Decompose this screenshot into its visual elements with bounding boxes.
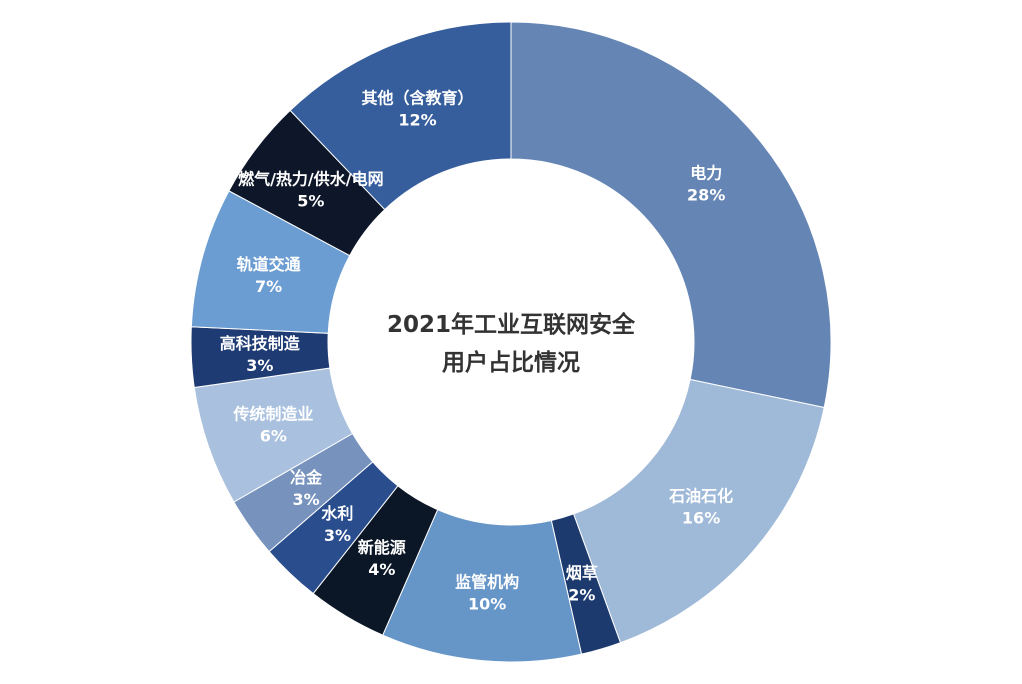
slice-value-label: 7% xyxy=(255,277,282,296)
slice-label-1: 石油石化 16% xyxy=(668,487,733,528)
slice-11 xyxy=(289,21,512,211)
slice-value-label: 12% xyxy=(398,111,436,130)
slice-name-label: 其他（含教育） xyxy=(362,89,474,108)
slice-label-2: 烟草 2% xyxy=(566,563,598,604)
slice-label-6: 冶金 3% xyxy=(290,468,323,509)
center-title: 2021年工业互联网安全 用户占比情况 xyxy=(387,311,636,376)
center-title-line-2: 用户占比情况 xyxy=(442,349,580,376)
center-title-line-1: 2021年工业互联网安全 xyxy=(387,311,636,338)
slice-label-8: 高科技制造 3% xyxy=(220,334,301,375)
slice-label-0: 电力 28% xyxy=(687,163,725,204)
slice-name-label: 新能源 xyxy=(358,538,406,557)
slice-value-label: 6% xyxy=(260,426,287,445)
slice-label-4: 新能源 4% xyxy=(358,538,406,579)
slice-value-label: 3% xyxy=(324,526,351,545)
slice-name-label: 传统制造业 xyxy=(232,404,313,423)
slice-value-label: 3% xyxy=(246,356,273,375)
slice-value-label: 4% xyxy=(368,560,395,579)
labels-layer: 电力28%石油石化16%烟草2%监管机构10%新能源4%水利3%冶金3%传统制造… xyxy=(220,89,733,614)
slice-label-10: 燃气/热力/供水/电网 5% xyxy=(238,170,384,211)
slice-label-11: 其他（含教育） 12% xyxy=(362,89,474,130)
slice-name-label: 监管机构 xyxy=(455,572,519,591)
slice-name-label: 石油石化 xyxy=(668,487,733,506)
slice-label-3: 监管机构 10% xyxy=(455,572,519,613)
slice-name-label: 冶金 xyxy=(290,468,323,487)
slice-1 xyxy=(572,378,825,644)
slice-value-label: 5% xyxy=(297,192,324,211)
slice-value-label: 10% xyxy=(468,594,506,613)
slice-label-9: 轨道交通 7% xyxy=(237,255,301,296)
slices-layer xyxy=(190,21,832,663)
slice-value-label: 28% xyxy=(687,185,725,204)
slice-name-label: 高科技制造 xyxy=(220,334,301,353)
slice-value-label: 3% xyxy=(293,490,320,509)
slice-value-label: 16% xyxy=(682,509,720,528)
slice-name-label: 轨道交通 xyxy=(237,255,301,274)
slice-label-5: 水利 3% xyxy=(321,504,353,545)
slice-name-label: 燃气/热力/供水/电网 xyxy=(238,170,384,189)
slice-value-label: 2% xyxy=(568,585,595,604)
slice-name-label: 烟草 xyxy=(566,563,598,582)
slice-0 xyxy=(510,21,832,409)
slice-name-label: 水利 xyxy=(321,504,353,523)
slice-label-7: 传统制造业 6% xyxy=(232,404,313,445)
slice-name-label: 电力 xyxy=(690,163,722,182)
